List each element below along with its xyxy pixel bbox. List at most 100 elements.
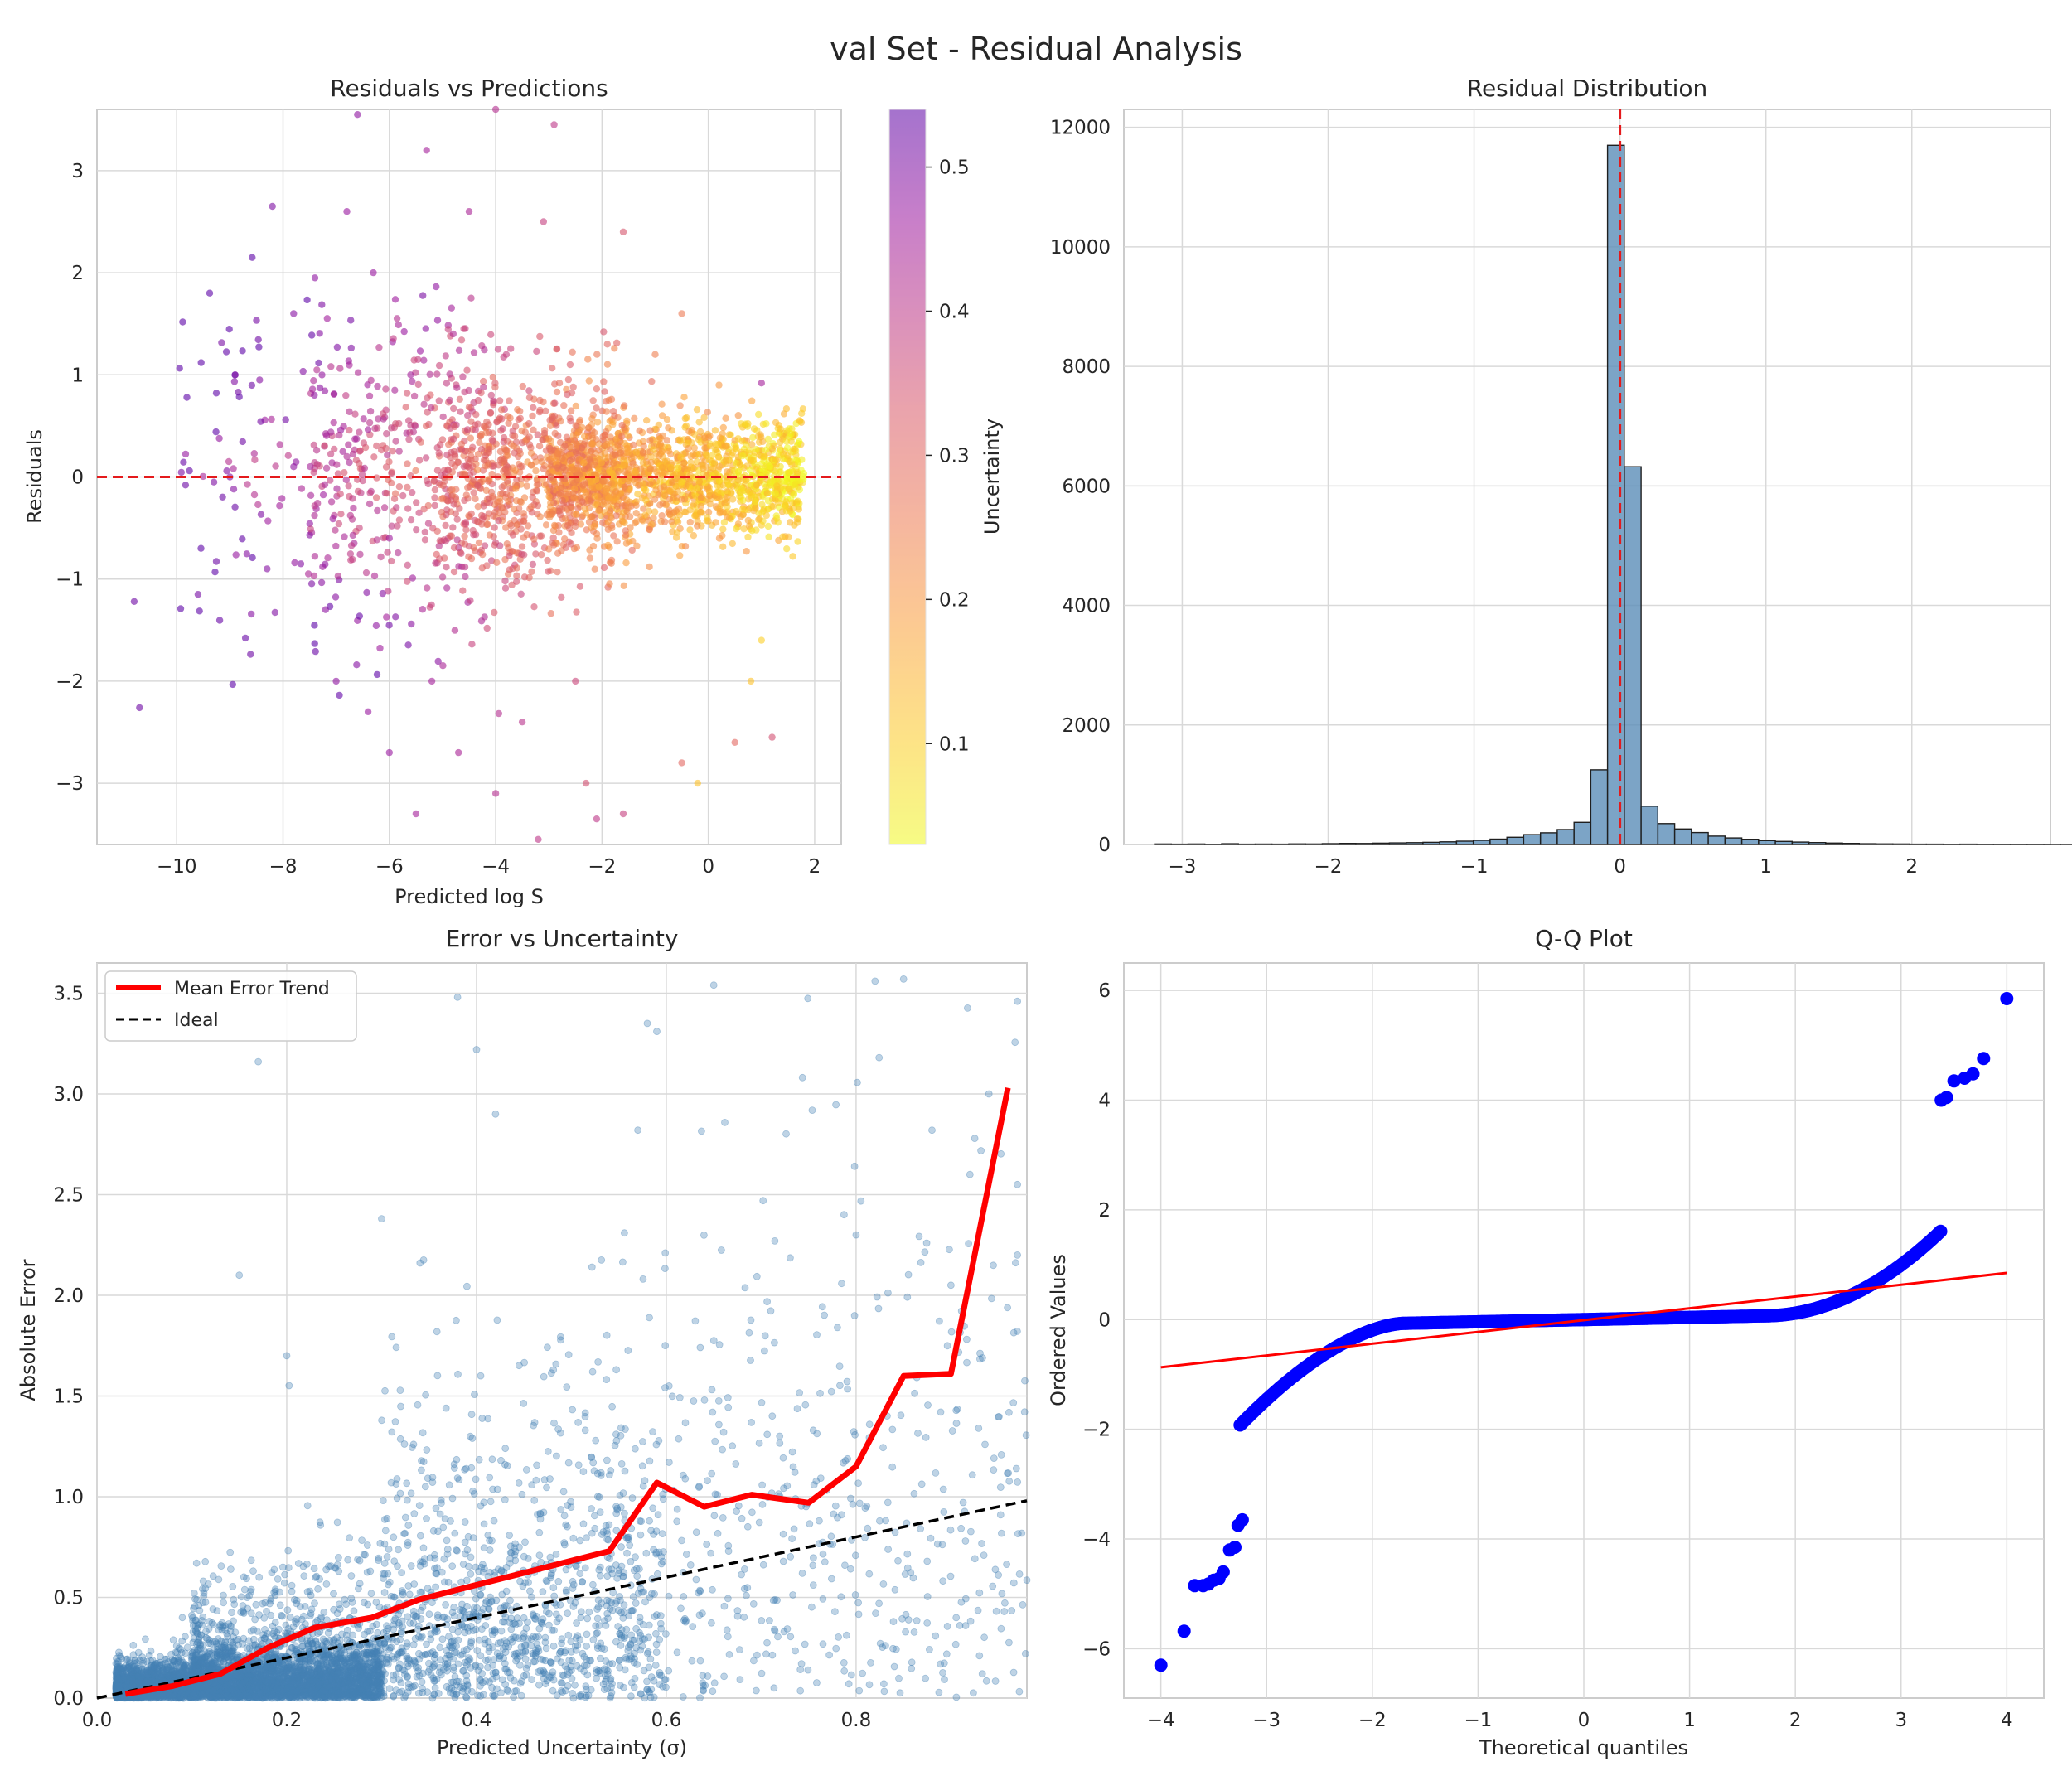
p1-point: [673, 529, 681, 536]
p1-point: [586, 456, 593, 463]
p1-point: [345, 482, 352, 490]
p1-point: [311, 553, 319, 560]
p2-bar: [1372, 842, 1391, 845]
p1-point: [767, 478, 775, 486]
p1-point: [387, 424, 395, 432]
p1-point: [483, 624, 491, 632]
p1-point: [585, 377, 593, 385]
p1-point: [511, 516, 518, 525]
p1-point: [739, 511, 747, 519]
p1-point: [542, 407, 549, 414]
p1-point: [496, 542, 504, 549]
p1-point: [760, 452, 767, 460]
p1-point: [290, 310, 298, 317]
p1-point: [405, 435, 413, 443]
p1-point: [307, 580, 316, 588]
p1-point: [239, 347, 246, 355]
p1-point: [606, 509, 614, 516]
p1-point: [342, 476, 350, 484]
p1-point: [605, 396, 612, 404]
p1-point: [591, 429, 598, 437]
p1-point: [421, 536, 429, 544]
p1-point: [366, 419, 374, 427]
p1-point: [585, 423, 593, 432]
p1-point: [680, 394, 688, 401]
p1-point: [595, 483, 603, 491]
p1-point: [442, 521, 449, 530]
p1-point: [673, 493, 680, 501]
p1-point: [400, 327, 408, 336]
p1-point: [547, 473, 554, 481]
p1-title: Residuals vs Predictions: [330, 75, 608, 102]
p1-point: [322, 432, 331, 439]
p1-point: [573, 608, 580, 616]
p1-point: [530, 404, 537, 411]
p1-point: [393, 315, 401, 322]
p1-point: [600, 378, 608, 385]
p2-bar: [1472, 840, 1491, 845]
p2-x-ticks: −3 −2 −1 0 1 2: [1168, 856, 1918, 878]
p1-point: [323, 315, 331, 322]
p1-point: [721, 443, 729, 450]
p1-point: [647, 458, 655, 467]
p1-point: [792, 481, 799, 488]
p1-point: [443, 564, 450, 571]
p1-point: [415, 509, 423, 516]
p1-point: [354, 369, 362, 376]
p1-point: [519, 462, 526, 471]
p1-point: [395, 549, 402, 557]
p1-point: [588, 484, 596, 492]
p1-point: [784, 452, 792, 460]
p2-bar: [1791, 841, 1810, 845]
p1-point: [623, 496, 631, 504]
p1-point: [322, 560, 329, 568]
y-tick-label: −2: [56, 671, 84, 693]
p1-point: [752, 465, 760, 473]
p1-point: [459, 587, 467, 594]
p1-point: [399, 491, 407, 500]
colorbar-tick-label: 0.1: [939, 733, 970, 755]
p1-point: [762, 420, 770, 428]
p1-point: [503, 446, 511, 454]
p1-point: [783, 427, 791, 434]
p1-point: [448, 496, 455, 504]
x-tick-label: 2: [1905, 856, 1918, 878]
p1-point: [568, 389, 576, 397]
p1-point: [680, 496, 689, 503]
y-tick-label: 0: [1098, 835, 1111, 856]
p1-point: [449, 330, 457, 338]
p1-colorbar: [888, 109, 927, 845]
p1-point: [432, 559, 439, 567]
p1-point: [704, 508, 713, 516]
p1-point: [356, 428, 363, 436]
p1-point: [472, 411, 480, 419]
p1-point: [733, 525, 740, 533]
p1-point: [692, 492, 700, 500]
p1-point: [617, 449, 625, 457]
p1-point: [567, 407, 575, 414]
p1-point: [197, 359, 205, 366]
p1-point: [385, 748, 393, 757]
p1-point: [611, 451, 619, 459]
p1-point: [516, 414, 524, 422]
p1-point: [520, 573, 529, 581]
p1-point: [256, 376, 264, 384]
p1-point: [680, 459, 688, 467]
p1-point: [568, 529, 575, 536]
p1-point: [523, 482, 530, 490]
p1-point: [613, 339, 621, 346]
p1-point: [643, 417, 651, 424]
p1-point: [461, 563, 469, 571]
p1-point: [336, 490, 344, 498]
p1-point: [744, 533, 752, 541]
p1-point: [753, 526, 760, 534]
p1-point: [415, 457, 424, 464]
p1-point: [459, 373, 467, 380]
p1-point: [515, 505, 523, 512]
p1-point: [661, 491, 669, 499]
p1-point: [481, 613, 488, 621]
p1-point: [428, 601, 435, 609]
colorbar-tick-label: 0.4: [939, 301, 970, 322]
p1-point: [489, 494, 496, 502]
p1-point: [587, 524, 595, 531]
